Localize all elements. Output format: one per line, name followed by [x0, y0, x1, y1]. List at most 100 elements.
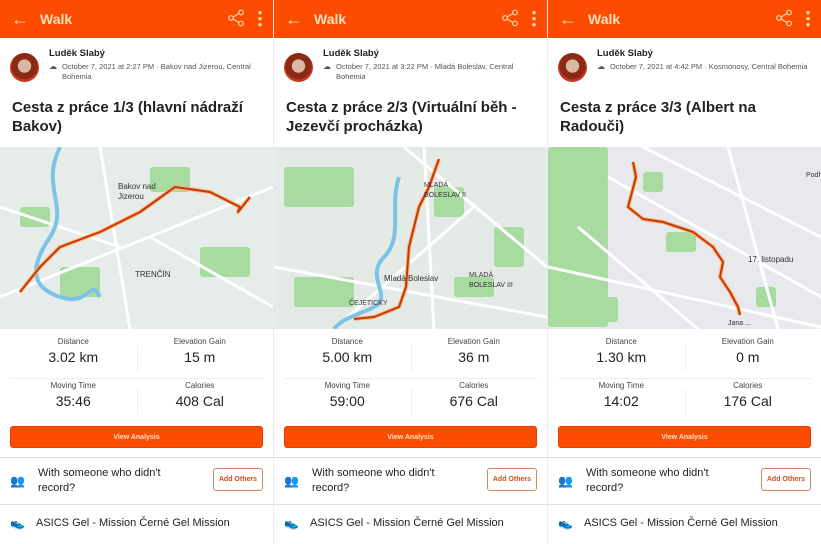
arrow-left-icon[interactable]: ←	[11, 8, 29, 29]
shoe-icon: 👟	[284, 516, 299, 530]
view-analysis-button[interactable]: View Analysis	[10, 426, 263, 448]
with-someone-text: With someone who didn't record?	[38, 467, 161, 494]
calories-value: 676 Cal	[449, 393, 498, 409]
athlete-name[interactable]: Luděk Slabý	[49, 48, 105, 59]
activity-panel: ← Walk • • • Luděk Slabý ☁ October 7, 2021 …	[274, 0, 547, 544]
map-label: Mladá Boleslav	[384, 274, 438, 283]
stats-grid: Distance 3.02 km Elevation Gain 15 m Movin…	[0, 329, 273, 424]
route-map[interactable]: 17. listopadu Jana ... Podh...	[548, 147, 821, 329]
share-icon[interactable]	[227, 9, 245, 27]
share-icon[interactable]	[775, 9, 793, 27]
calories-value: 176 Cal	[723, 393, 772, 409]
avatar[interactable]	[284, 53, 313, 82]
avatar[interactable]	[558, 53, 587, 82]
gear-name: ASICS Gel - Mission Černé Gel Mission	[584, 517, 778, 529]
map-label: MLADÁ	[424, 180, 448, 189]
route-map[interactable]: Bakov nad Jizerou TRENČÍN	[0, 147, 273, 329]
distance-label: Distance	[331, 337, 363, 346]
road	[0, 205, 121, 249]
calories-label: Calories	[185, 381, 215, 390]
elevation-value: 36 m	[458, 349, 490, 365]
road	[274, 265, 547, 319]
map-label: Jizerou	[118, 192, 144, 201]
add-others-row: 👥 With someone who didn't record? Add Ot…	[548, 457, 821, 504]
arrow-left-icon[interactable]: ←	[559, 8, 577, 29]
activity-meta: October 7, 2021 at 4:42 PM · Kosmonosy, …	[610, 62, 808, 71]
elevation-value: 0 m	[736, 349, 760, 365]
map-label: MLADÁ	[469, 270, 493, 279]
people-icon: 👥	[284, 474, 299, 488]
with-someone-text: With someone who didn't record?	[312, 467, 435, 494]
walk-icon: ☁	[49, 62, 57, 71]
page-title: Walk	[588, 11, 621, 27]
top-bar: ← Walk • • •	[274, 0, 547, 38]
park-area	[494, 227, 524, 267]
more-vertical-icon[interactable]: • • •	[805, 5, 811, 32]
map-label: Podh...	[806, 172, 821, 179]
distance-value: 1.30 km	[596, 349, 647, 365]
add-others-button[interactable]: Add Others	[486, 468, 537, 491]
gear-row[interactable]: 👟 ASICS Gel - Mission Černé Gel Mission	[274, 504, 547, 541]
athlete-header: Luděk Slabý ☁ October 7, 2021 at 2:27 PM …	[0, 38, 273, 94]
distance-value: 5.00 km	[322, 349, 373, 365]
route-line	[627, 161, 741, 316]
park-area	[284, 167, 354, 207]
view-analysis-button[interactable]: View Analysis	[558, 426, 811, 448]
elevation-label: Elevation Gain	[173, 337, 226, 346]
park-area	[588, 297, 618, 322]
athlete-name[interactable]: Luděk Slabý	[323, 48, 379, 59]
activity-panel: ← Walk • • • Luděk Slabý ☁ October 7, 2021 …	[0, 0, 273, 544]
map-label: ČEJETICKY	[349, 298, 388, 307]
road	[333, 205, 475, 329]
park-area	[200, 247, 250, 277]
gear-row[interactable]: 👟 ASICS Gel - Mission Černé Gel Mission	[0, 504, 273, 541]
activity-title: Cesta z práce 2/3 (Virtuální běh - Jezev…	[286, 99, 517, 135]
road	[422, 147, 436, 329]
activity-title: Cesta z práce 1/3 (hlavní nádraží Bakov)	[12, 99, 243, 135]
map-background	[0, 147, 273, 329]
activity-meta: October 7, 2021 at 2:27 PM · Bakov nad J…	[62, 62, 251, 81]
calories-value: 408 Cal	[175, 393, 224, 409]
athlete-name[interactable]: Luděk Slabý	[597, 48, 653, 59]
park-area	[20, 207, 50, 227]
calories-label: Calories	[459, 381, 489, 390]
add-others-button[interactable]: Add Others	[212, 468, 263, 491]
map-label: 17. listopadu	[748, 255, 793, 264]
divider	[284, 378, 537, 379]
road	[607, 175, 821, 299]
park-area	[666, 232, 696, 252]
park-area	[548, 147, 608, 327]
park-area	[454, 277, 494, 297]
share-icon[interactable]	[501, 9, 519, 27]
gear-row[interactable]: 👟 ASICS Gel - Mission Černé Gel Mission	[548, 504, 821, 541]
road	[98, 147, 132, 329]
map-label: Jana ...	[728, 320, 751, 327]
route-map[interactable]: MLADÁ BOLESLAV II Mladá Boleslav MLADÁ BOLES…	[274, 147, 547, 329]
top-bar: ← Walk • • •	[0, 0, 273, 38]
walk-icon: ☁	[597, 62, 605, 71]
road	[642, 147, 821, 239]
arrow-left-icon[interactable]: ←	[285, 8, 303, 29]
avatar[interactable]	[10, 53, 39, 82]
road	[149, 235, 273, 309]
road	[577, 225, 699, 329]
athlete-header: Luděk Slabý ☁ October 7, 2021 at 4:42 PM …	[548, 38, 821, 94]
distance-label: Distance	[605, 337, 637, 346]
route-line	[353, 158, 440, 320]
shoe-icon: 👟	[10, 516, 25, 530]
view-analysis-button[interactable]: View Analysis	[284, 426, 537, 448]
map-label: BOLESLAV II	[424, 192, 466, 199]
add-others-button[interactable]: Add Others	[760, 468, 811, 491]
distance-label: Distance	[57, 337, 89, 346]
athlete-header: Luděk Slabý ☁ October 7, 2021 at 3:22 PM …	[274, 38, 547, 94]
river	[332, 176, 401, 329]
more-vertical-icon[interactable]: • • •	[531, 5, 537, 32]
moving-time-label: Moving Time	[598, 381, 644, 390]
moving-time-value: 14:02	[603, 393, 639, 409]
activity-title: Cesta z práce 3/3 (Albert na Radouči)	[560, 99, 756, 135]
more-vertical-icon[interactable]: • • •	[257, 5, 263, 32]
gear-name: ASICS Gel - Mission Černé Gel Mission	[36, 517, 230, 529]
with-someone-text: With someone who didn't record?	[586, 467, 709, 494]
road	[726, 147, 780, 329]
moving-time-label: Moving Time	[324, 381, 370, 390]
